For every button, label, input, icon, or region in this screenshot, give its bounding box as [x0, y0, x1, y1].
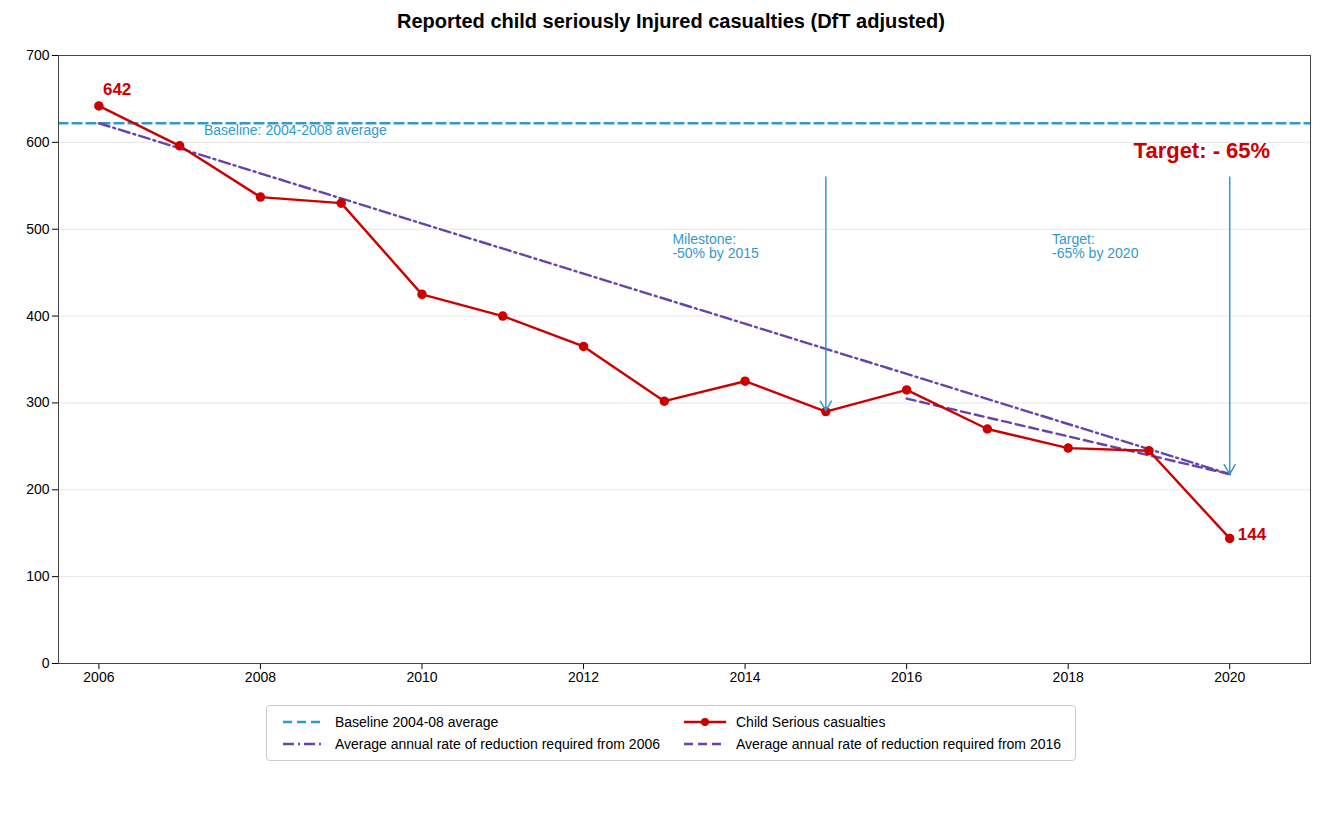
html-text:Baseline 2004-08 average: Baseline 2004-08 average: [334, 714, 499, 730]
svg-text:Milestone:-50% by 2015: Milestone:-50% by 2015: [672, 231, 759, 261]
svg-text:2020: 2020: [1214, 669, 1245, 685]
svg-text:400: 400: [26, 308, 50, 324]
svg-text:100: 100: [26, 568, 50, 584]
svg-text:2008: 2008: [245, 669, 276, 685]
svg-text:700: 700: [26, 47, 50, 63]
html-text:Child Serious casualties: Child Serious casualties: [736, 714, 886, 730]
svg-text:Baseline: 2004-2008 average: Baseline: 2004-2008 average: [204, 122, 387, 138]
svg-text:200: 200: [26, 481, 50, 497]
html-text:Average annual rate of reducti: Average annual rate of reduction require…: [334, 736, 660, 752]
svg-text:2016: 2016: [891, 669, 922, 685]
svg-text:642: 642: [103, 80, 131, 99]
html-text:Average annual rate of reducti: Average annual rate of reduction require…: [736, 736, 1062, 752]
svg-text:Target: - 65%: Target: - 65%: [1134, 138, 1271, 163]
svg-text:2006: 2006: [83, 669, 114, 685]
svg-text:300: 300: [26, 394, 50, 410]
svg-text:2014: 2014: [730, 669, 761, 685]
svg-text:144: 144: [1238, 525, 1267, 544]
html-text:Reported child seriously Injur: Reported child seriously Injured casualt…: [397, 10, 945, 32]
svg-text:500: 500: [26, 221, 50, 237]
svg-text:Target:-65% by 2020: Target:-65% by 2020: [1052, 231, 1139, 261]
svg-text:2018: 2018: [1053, 669, 1084, 685]
svg-text:0: 0: [42, 655, 50, 671]
svg-text:600: 600: [26, 134, 50, 150]
svg-text:2010: 2010: [406, 669, 437, 685]
svg-text:2012: 2012: [568, 669, 599, 685]
